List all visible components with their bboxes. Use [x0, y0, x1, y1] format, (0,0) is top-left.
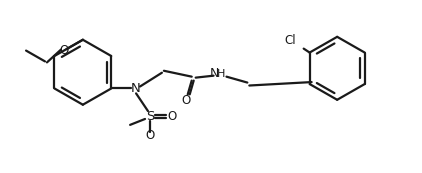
Text: N: N — [131, 82, 141, 95]
Text: O: O — [167, 110, 176, 122]
Text: S: S — [146, 110, 154, 122]
Text: Cl: Cl — [284, 34, 295, 47]
Text: O: O — [60, 44, 68, 57]
Text: O: O — [145, 129, 154, 142]
Text: N: N — [210, 67, 219, 80]
Text: O: O — [181, 94, 190, 107]
Text: H: H — [217, 69, 226, 79]
